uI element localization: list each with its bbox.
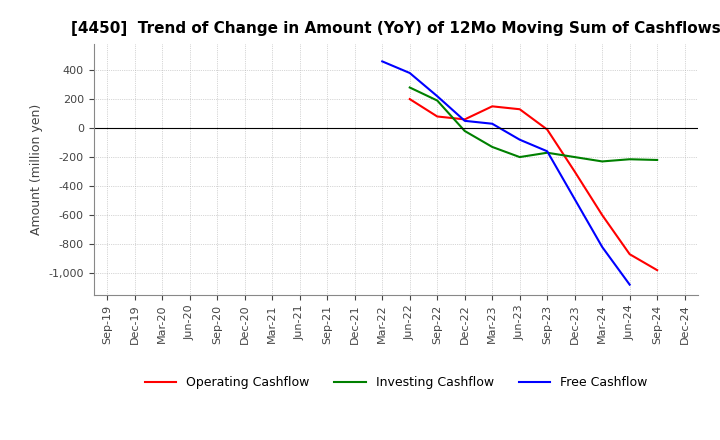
Operating Cashflow	[405, 96, 414, 102]
Free Cashflow	[516, 137, 524, 142]
Free Cashflow	[598, 244, 606, 249]
Free Cashflow	[570, 197, 579, 202]
Investing Cashflow	[598, 159, 606, 164]
Investing Cashflow	[626, 157, 634, 162]
Free Cashflow	[433, 94, 441, 99]
Y-axis label: Amount (million yen): Amount (million yen)	[30, 104, 42, 235]
Operating Cashflow	[626, 252, 634, 257]
Line: Investing Cashflow: Investing Cashflow	[410, 88, 657, 161]
Investing Cashflow	[570, 154, 579, 160]
Line: Operating Cashflow: Operating Cashflow	[410, 99, 657, 270]
Free Cashflow	[543, 149, 552, 154]
Operating Cashflow	[516, 106, 524, 112]
Investing Cashflow	[488, 144, 497, 150]
Investing Cashflow	[516, 154, 524, 160]
Title: [4450]  Trend of Change in Amount (YoY) of 12Mo Moving Sum of Cashflows: [4450] Trend of Change in Amount (YoY) o…	[71, 21, 720, 36]
Free Cashflow	[460, 118, 469, 124]
Free Cashflow	[488, 121, 497, 126]
Legend: Operating Cashflow, Investing Cashflow, Free Cashflow: Operating Cashflow, Investing Cashflow, …	[140, 371, 652, 394]
Investing Cashflow	[543, 150, 552, 155]
Investing Cashflow	[460, 128, 469, 134]
Investing Cashflow	[653, 158, 662, 163]
Line: Free Cashflow: Free Cashflow	[382, 62, 630, 285]
Operating Cashflow	[598, 213, 606, 218]
Free Cashflow	[626, 282, 634, 287]
Free Cashflow	[405, 70, 414, 76]
Investing Cashflow	[433, 98, 441, 103]
Operating Cashflow	[570, 169, 579, 174]
Operating Cashflow	[488, 104, 497, 109]
Free Cashflow	[378, 59, 387, 64]
Operating Cashflow	[460, 117, 469, 122]
Investing Cashflow	[405, 85, 414, 90]
Operating Cashflow	[433, 114, 441, 119]
Operating Cashflow	[653, 268, 662, 273]
Operating Cashflow	[543, 127, 552, 132]
